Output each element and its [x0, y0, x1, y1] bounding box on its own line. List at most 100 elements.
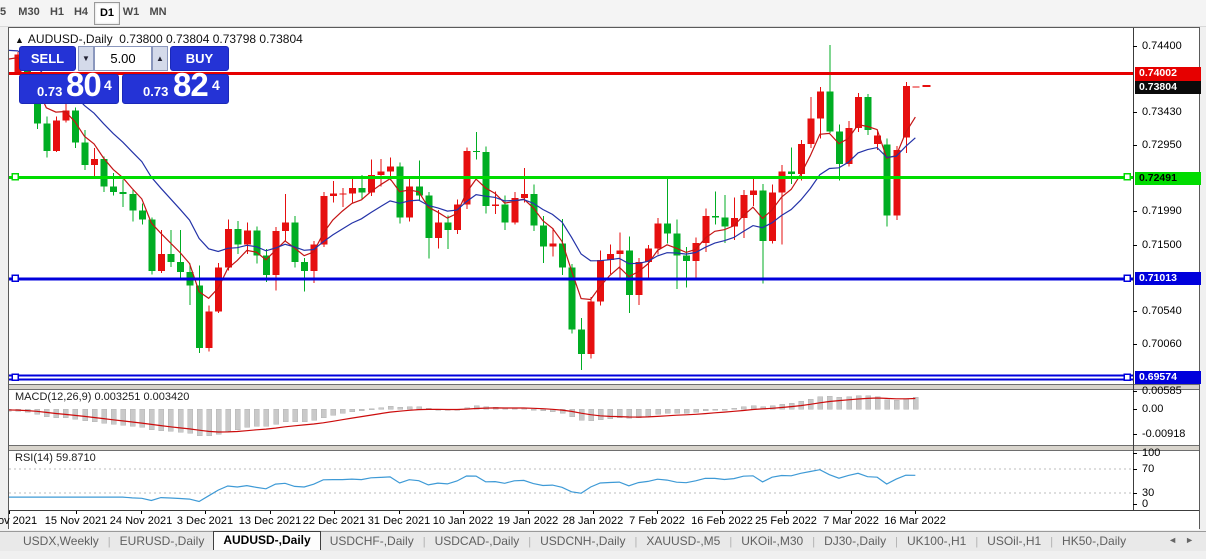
chart-tab-dj30-[interactable]: DJ30-,Daily [824, 534, 887, 548]
collapse-triangle-icon[interactable]: ▲ [15, 35, 24, 45]
axis-tick [1133, 434, 1137, 435]
chart-tab-audusd-[interactable]: AUDUSD-,Daily [213, 531, 321, 550]
axis-tick [1133, 409, 1137, 410]
tab-separator: | [812, 536, 816, 548]
ask-big-figure: 82 [173, 66, 209, 103]
axis-tick [1133, 145, 1137, 146]
macd-panel-separator[interactable] [9, 384, 1199, 390]
axis-tick [1133, 311, 1137, 312]
chart-tab-usdx[interactable]: USDX,Weekly [23, 534, 99, 548]
timeframe-button-h1[interactable]: H1 [49, 6, 65, 18]
timeframe-button-5[interactable]: 5 [0, 6, 7, 18]
bid-price-display[interactable]: 0.73 80 4 [19, 66, 119, 104]
sell-button[interactable]: SELL [19, 46, 76, 71]
price-axis-label: 0.70540 [1142, 305, 1182, 317]
macd-axis-label: 0.00 [1142, 403, 1164, 415]
price-chart-canvas[interactable] [9, 28, 1133, 384]
date-tick [270, 511, 271, 514]
chart-tab-hk50-[interactable]: HK50-,Daily [1062, 534, 1127, 548]
date-tick [141, 511, 142, 514]
chart-tab-eurusd-[interactable]: EURUSD-,Daily [119, 534, 205, 548]
date-tick [399, 511, 400, 514]
axis-tick [1133, 46, 1137, 47]
date-tick [851, 511, 852, 514]
date-axis-label: 16 Feb 2022 [691, 515, 753, 527]
date-tick [915, 511, 916, 514]
tab-separator: | [729, 536, 733, 548]
chart-header: ▲ AUDUSD-,Daily 0.73800 0.73804 0.73798 0… [15, 32, 303, 46]
rsi-canvas[interactable] [9, 451, 1133, 510]
date-axis-label: 31 Dec 2021 [367, 515, 431, 527]
chart-ohlc-values: 0.73800 0.73804 0.73798 0.73804 [119, 32, 303, 46]
one-click-trading-panel: SELL ▼ 5.00 ▲ BUY 0.73 80 4 0.73 82 4 [19, 46, 229, 106]
chart-tab-xauusd-[interactable]: XAUUSD-,M5 [646, 534, 721, 548]
date-tick [657, 511, 658, 514]
volume-increase-button[interactable]: ▲ [152, 46, 168, 71]
tab-separator: | [634, 536, 638, 548]
volume-input[interactable]: 5.00 [94, 46, 152, 71]
buy-button[interactable]: BUY [170, 46, 229, 71]
support-green-badge: 0.72491 [1135, 171, 1201, 185]
tab-separator: | [107, 536, 111, 548]
tab-separator: | [895, 536, 898, 548]
timeframe-toolbar: 5 M30 H1 H4 D1 W1 MN [0, 0, 1206, 27]
tab-separator: | [975, 536, 979, 548]
date-tick [205, 511, 206, 514]
chart-tab-bar: USDX,Weekly | EURUSD-,Daily AUDUSD-,Daily US… [0, 531, 1206, 551]
support-low-badge: 0.69574 [1135, 370, 1201, 384]
date-axis-label: 22 Dec 2021 [302, 515, 366, 527]
macd-value: 0.003251 [94, 391, 141, 403]
date-axis-label: 5 Nov 2021 [0, 515, 38, 527]
chart-tab-usoil-[interactable]: USOil-,H1 [987, 534, 1042, 548]
date-axis-label: 16 Mar 2022 [884, 515, 946, 527]
rsi-axis-label: 100 [1142, 447, 1161, 459]
date-axis-label: 19 Jan 2022 [497, 515, 559, 527]
tab-scroll-right-icon[interactable]: ► [1185, 535, 1202, 545]
date-tick [786, 511, 787, 514]
timeframe-button-w1[interactable]: W1 [122, 6, 140, 18]
chart-tab-usdcad-[interactable]: USDCAD-,Daily [434, 534, 520, 548]
chart-tab-ukoil-[interactable]: UKOil-,M30 [741, 534, 804, 548]
date-tick [76, 511, 77, 514]
macd-canvas[interactable] [9, 390, 1133, 445]
axis-tick [1133, 211, 1137, 212]
rsi-axis-label: 0 [1142, 498, 1149, 510]
date-tick [528, 511, 529, 514]
chart-window: ▲ AUDUSD-,Daily 0.73800 0.73804 0.73798 0… [0, 27, 1201, 530]
axis-tick [1133, 504, 1137, 505]
chart-tab-usdcnh-[interactable]: USDCNH-,Daily [540, 534, 626, 548]
timeframe-button-m30[interactable]: M30 [18, 6, 40, 18]
axis-tick [1133, 391, 1137, 392]
tab-separator: | [422, 536, 426, 548]
price-axis-separator [1133, 28, 1134, 510]
date-axis-label: 15 Nov 2021 [44, 515, 108, 527]
tab-scroll-left-icon[interactable]: ◄ [1168, 535, 1186, 545]
bid-big-figure: 80 [66, 66, 102, 103]
ask-price-display[interactable]: 0.73 82 4 [122, 66, 229, 104]
rsi-panel-separator[interactable] [9, 445, 1199, 451]
macd-axis-label: 0.00585 [1142, 385, 1182, 397]
volume-decrease-button[interactable]: ▼ [78, 46, 94, 71]
timeframe-button-d1[interactable]: D1 [94, 2, 120, 25]
date-axis-label: 25 Feb 2022 [755, 515, 817, 527]
chart-tab-uk100-[interactable]: UK100-,H1 [906, 534, 967, 548]
current-price-badge: 0.73804 [1135, 80, 1201, 94]
macd-axis-label: -0.00918 [1142, 428, 1186, 440]
timeframe-button-h4[interactable]: H4 [73, 6, 89, 18]
date-tick [722, 511, 723, 514]
bid-pipette: 4 [104, 77, 112, 93]
macd-signal-value: 0.003420 [143, 391, 190, 403]
macd-legend: MACD(12,26,9) 0.003251 0.003420 [15, 391, 190, 403]
price-axis-label: 0.72950 [1142, 139, 1182, 151]
date-axis-label: 24 Nov 2021 [109, 515, 173, 527]
price-axis-label: 0.73430 [1142, 106, 1182, 118]
support-blue-badge: 0.71013 [1135, 271, 1201, 285]
chart-tab-usdchf-[interactable]: USDCHF-,Daily [329, 534, 414, 548]
timeframe-button-mn[interactable]: MN [149, 6, 167, 18]
date-axis-label: 3 Dec 2021 [176, 515, 234, 527]
chart-title: AUDUSD-,Daily [27, 32, 113, 46]
date-axis-label: 7 Mar 2022 [823, 515, 879, 527]
date-axis-label: 10 Jan 2022 [432, 515, 494, 527]
